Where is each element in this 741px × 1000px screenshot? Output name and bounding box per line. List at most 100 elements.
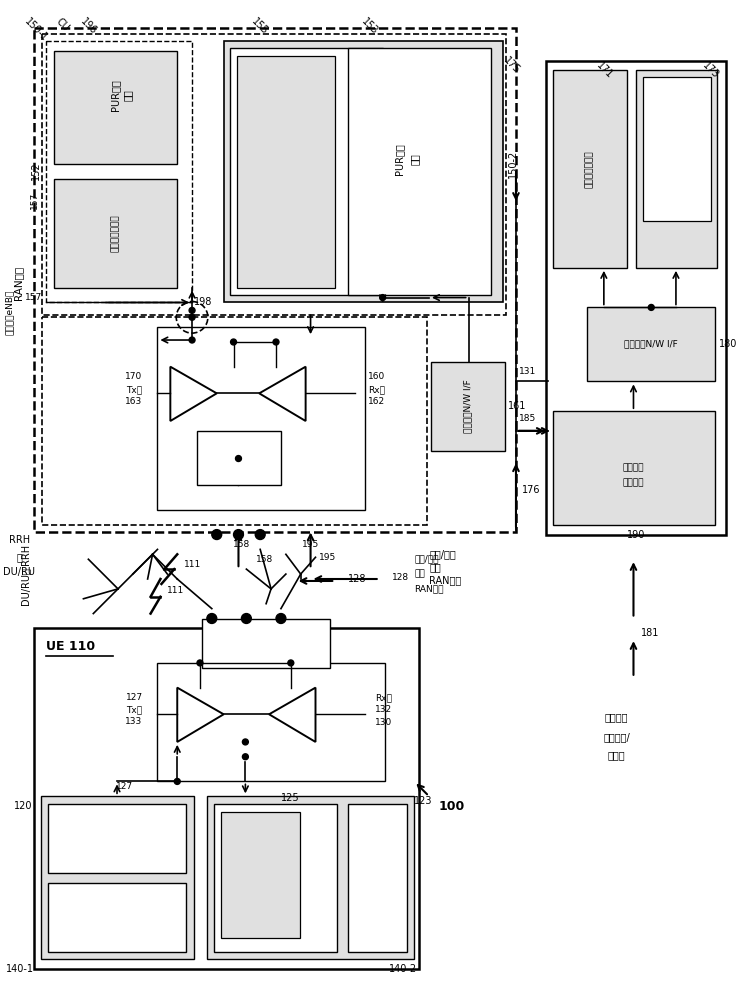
Text: 模块: 模块 <box>409 153 419 165</box>
Text: （多个）存储器: （多个）存储器 <box>252 856 261 894</box>
Text: CU: CU <box>54 16 70 33</box>
Text: 程序代码: 程序代码 <box>276 148 286 171</box>
Bar <box>553 70 627 268</box>
Bar <box>221 812 299 938</box>
Bar <box>545 61 726 535</box>
Text: （例如，eNB）: （例如，eNB） <box>5 290 14 335</box>
Circle shape <box>236 456 242 461</box>
Text: 173: 173 <box>701 61 721 81</box>
Text: （多个）N/W I/F: （多个）N/W I/F <box>625 339 678 348</box>
Text: Rx，: Rx， <box>375 693 392 702</box>
Circle shape <box>242 739 248 745</box>
Text: 152: 152 <box>31 162 41 180</box>
Text: （多个）存储器: （多个）存储器 <box>265 145 273 183</box>
Text: 170: 170 <box>125 372 143 381</box>
Text: 其他网络/: 其他网络/ <box>603 732 630 742</box>
Text: 其他: 其他 <box>414 570 425 579</box>
Bar <box>54 51 177 164</box>
Bar <box>34 28 516 532</box>
Text: 150-1: 150-1 <box>22 16 49 43</box>
Text: 120: 120 <box>13 801 32 811</box>
Text: 123: 123 <box>414 796 433 806</box>
Bar <box>34 628 419 969</box>
Text: （多个）存储器: （多个）存储器 <box>671 140 680 178</box>
Text: 125: 125 <box>281 793 299 803</box>
Circle shape <box>189 307 195 313</box>
Circle shape <box>197 660 203 666</box>
Text: 程序代码: 程序代码 <box>684 142 694 163</box>
Bar <box>348 804 408 952</box>
Circle shape <box>288 660 293 666</box>
Text: 195: 195 <box>319 553 336 562</box>
Text: 157: 157 <box>24 293 42 302</box>
Circle shape <box>276 614 286 623</box>
Bar <box>54 179 177 288</box>
Text: 160: 160 <box>368 372 385 381</box>
Text: RAN节点: RAN节点 <box>429 575 462 585</box>
Text: 或: 或 <box>16 552 22 562</box>
Circle shape <box>273 339 279 345</box>
Text: 157: 157 <box>30 192 39 209</box>
Bar <box>224 41 503 302</box>
Text: 158: 158 <box>233 540 250 549</box>
Circle shape <box>230 339 236 345</box>
Text: 140-2: 140-2 <box>389 964 417 974</box>
Bar <box>158 663 385 781</box>
Circle shape <box>242 614 251 623</box>
Text: 198: 198 <box>194 297 213 307</box>
Text: 163: 163 <box>125 397 143 406</box>
Text: 195: 195 <box>302 540 319 549</box>
Text: 模块: 模块 <box>385 870 394 881</box>
Bar <box>587 307 716 381</box>
Text: RAN节点: RAN节点 <box>414 584 444 593</box>
Text: Tx，: Tx， <box>127 705 143 714</box>
Circle shape <box>207 614 217 623</box>
Text: 111: 111 <box>185 560 202 569</box>
Text: 181: 181 <box>642 628 659 638</box>
Text: 180: 180 <box>720 339 738 349</box>
Text: RRH: RRH <box>21 544 31 565</box>
Text: 190: 190 <box>627 530 645 540</box>
Text: DU/RU: DU/RU <box>3 567 36 577</box>
Text: 去往/来自: 去往/来自 <box>429 549 456 559</box>
Text: 计算机: 计算机 <box>264 150 274 168</box>
Text: UE 110: UE 110 <box>46 640 95 653</box>
Text: 133: 133 <box>125 717 143 726</box>
Bar <box>348 48 491 295</box>
Text: （多个）处理器: （多个）处理器 <box>113 898 122 936</box>
Text: 150-2: 150-2 <box>508 150 518 178</box>
Circle shape <box>255 530 265 540</box>
Bar <box>42 317 427 525</box>
Text: （多个）N/W I/F: （多个）N/W I/F <box>463 379 472 433</box>
Text: 111: 111 <box>167 586 185 595</box>
Text: PUR通信: PUR通信 <box>373 861 382 890</box>
Text: RRH: RRH <box>9 535 30 545</box>
Circle shape <box>242 754 248 760</box>
Text: 155: 155 <box>249 16 270 36</box>
Text: 程序代码: 程序代码 <box>261 863 270 883</box>
Bar <box>236 56 335 288</box>
Text: （多个）: （多个） <box>605 712 628 722</box>
Text: 140-1: 140-1 <box>6 964 34 974</box>
Bar <box>214 804 337 952</box>
Text: 127: 127 <box>125 693 143 702</box>
Text: 176: 176 <box>522 485 540 495</box>
Bar <box>48 883 186 952</box>
Bar <box>41 796 194 959</box>
Text: 132: 132 <box>375 705 392 714</box>
Text: 模块: 模块 <box>124 830 134 842</box>
Circle shape <box>648 304 654 310</box>
Text: 或: 或 <box>21 568 31 574</box>
Text: PUR通信: PUR通信 <box>110 79 120 111</box>
Text: 去往/来自: 去往/来自 <box>414 555 439 564</box>
Text: 计算机: 计算机 <box>249 866 258 881</box>
Bar <box>48 804 186 873</box>
Text: 模块: 模块 <box>123 89 133 101</box>
Text: PUR通信: PUR通信 <box>394 143 405 175</box>
Circle shape <box>174 778 180 784</box>
Text: 100: 100 <box>439 800 465 813</box>
Text: DU/RU: DU/RU <box>21 573 31 605</box>
Text: 128: 128 <box>348 574 367 584</box>
Bar <box>230 48 382 295</box>
Text: 185: 185 <box>519 414 536 423</box>
